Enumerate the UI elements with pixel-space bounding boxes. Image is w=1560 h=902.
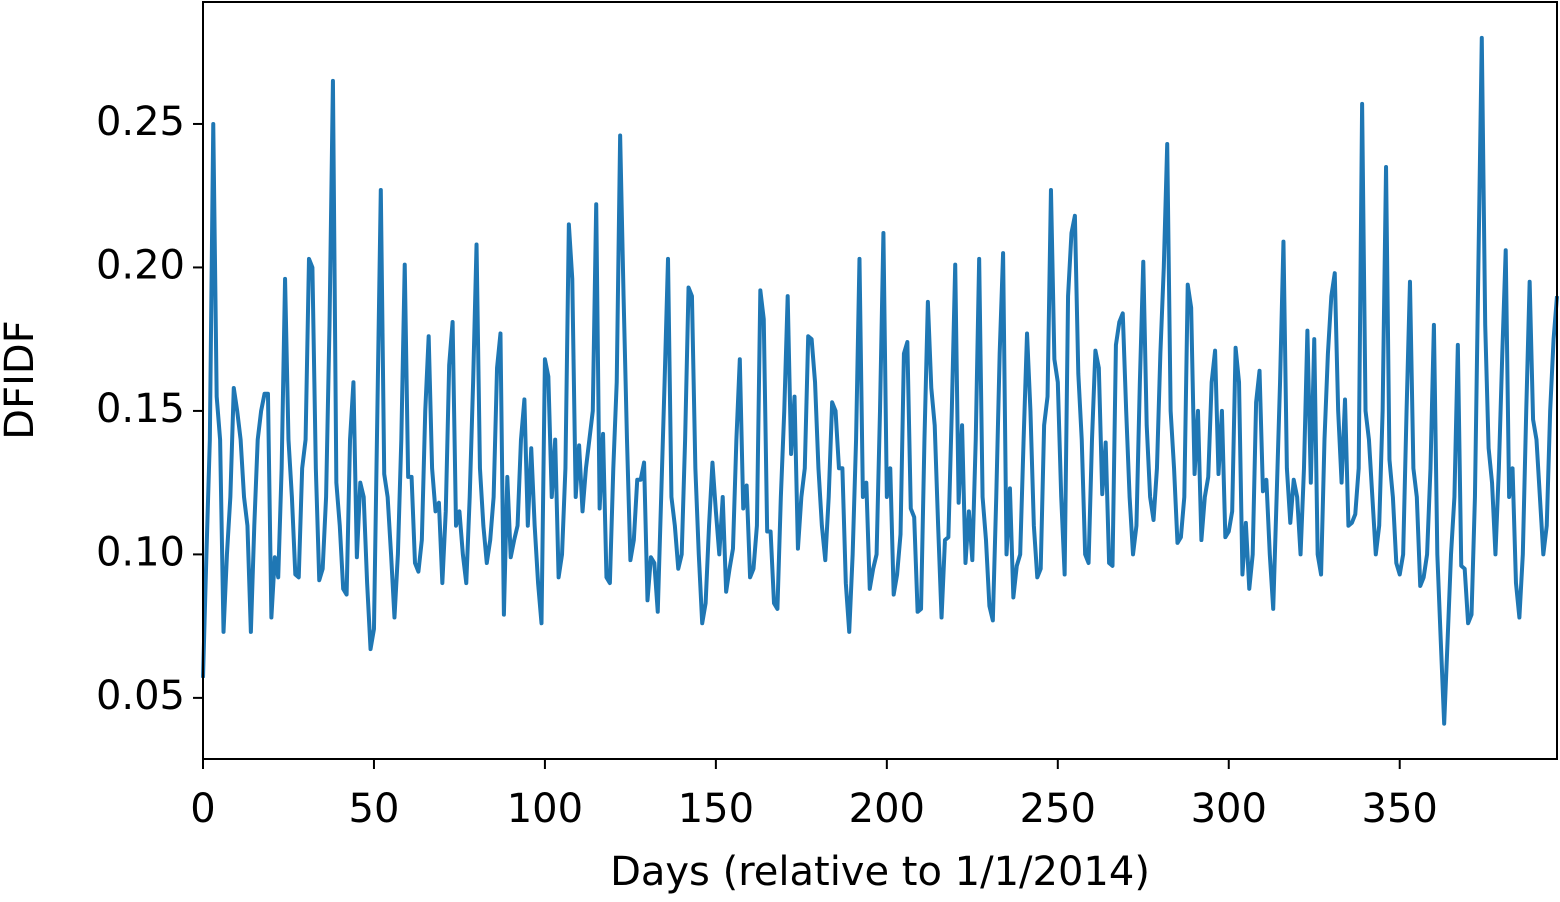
y-tick-label: 0.15 <box>96 386 185 432</box>
plot-frame <box>202 1 1558 760</box>
x-tick-label: 0 <box>190 786 215 832</box>
x-tick-label: 300 <box>1191 786 1267 832</box>
x-axis-label: Days (relative to 1/1/2014) <box>610 849 1150 895</box>
y-tick-label: 0.25 <box>96 99 185 145</box>
x-tick-label: 150 <box>678 786 754 832</box>
y-tick-label: 0.20 <box>96 242 185 288</box>
x-tick-label: 350 <box>1362 786 1438 832</box>
x-tick-label: 250 <box>1020 786 1096 832</box>
x-tick-label: 200 <box>849 786 925 832</box>
y-tick-label: 0.05 <box>96 673 185 719</box>
y-axis-label: DFIDF <box>0 320 43 439</box>
data-line <box>201 35 1559 726</box>
x-tick-label: 50 <box>349 786 400 832</box>
x-tick-label: 100 <box>507 786 583 832</box>
y-tick-label: 0.10 <box>96 529 185 575</box>
